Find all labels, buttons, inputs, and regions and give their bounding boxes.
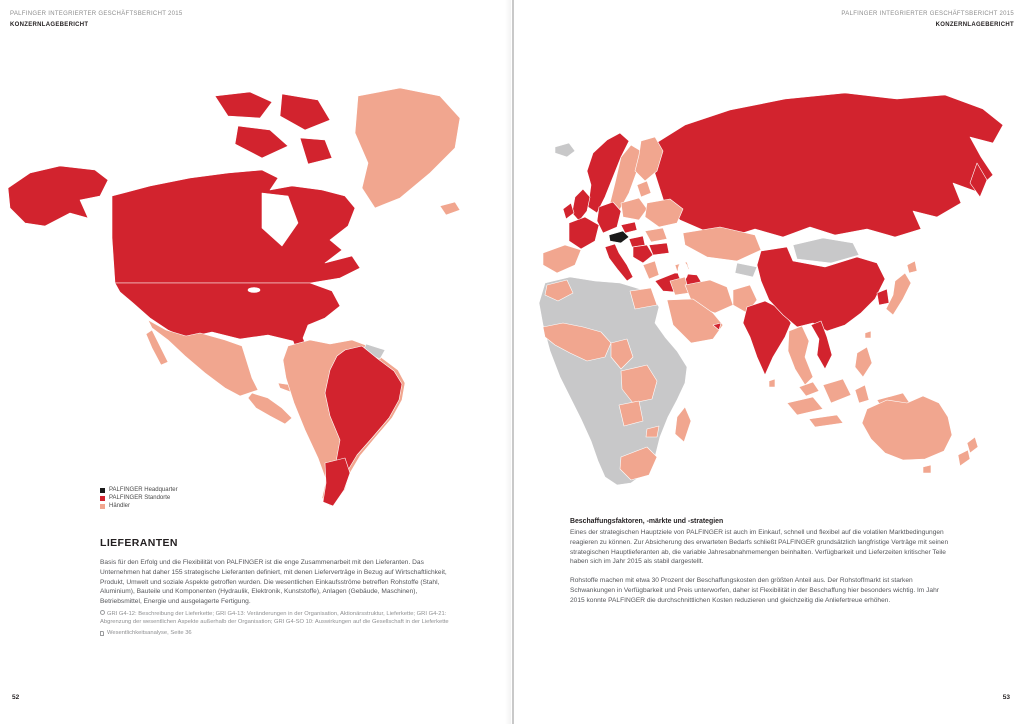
cross-reference-text: Wesentlichkeitsanalyse, Seite 36 [107, 630, 192, 637]
tasmania-region [922, 464, 932, 474]
central-asia-region [674, 226, 762, 281]
right-page-number: 53 [1002, 694, 1010, 701]
japan-region [885, 272, 912, 316]
scandinavia-region [586, 132, 664, 214]
iceland-region [554, 142, 576, 158]
chapter-title: KONZERNLAGEBERICHT [935, 22, 1014, 28]
australia-region [861, 395, 953, 461]
legend-label: PALFINGER Standorte [109, 495, 171, 501]
paragraph-2: Rohstoffe machen mit etwa 30 Prozent der… [570, 577, 939, 604]
western-europe-region [542, 180, 684, 282]
new-zealand-region [966, 436, 979, 454]
east-asia-region [876, 260, 918, 316]
uae-region [712, 322, 722, 331]
argentina-region [322, 457, 351, 507]
great-lakes [247, 287, 261, 293]
headquarter-swatch-icon [100, 487, 105, 493]
report-title: PALFINGER INTEGRIERTER GESCHÄFTSBERICHT … [841, 11, 1014, 17]
greenland-region [354, 87, 461, 216]
middle-east-region [666, 276, 758, 344]
page-divider [512, 0, 514, 724]
vietnam-region [810, 320, 833, 370]
standorte-swatch-icon [100, 495, 105, 501]
report-title: PALFINGER INTEGRIERTER GESCHÄFTSBERICHT … [10, 11, 183, 17]
hudson-bay [261, 192, 299, 247]
madagascar-region [674, 406, 692, 443]
page-gutter-shadow [505, 0, 511, 724]
subsection-title: Beschaffungsfaktoren, -märkte und -strat… [570, 518, 724, 525]
gri-note: GRI G4-12: Beschreibung der Lieferkette;… [100, 610, 460, 627]
british-isles-region [562, 188, 591, 222]
map-legend: PALFINGER Headquarter PALFINGER Standort… [100, 487, 178, 511]
usa-region [114, 282, 341, 360]
paragraph-1: Eines der strategischen Hauptziele von P… [570, 529, 949, 566]
legend-item-headquarter: PALFINGER Headquarter [100, 487, 178, 493]
alaska-region [7, 165, 109, 227]
gri-note-text: GRI G4-12: Beschreibung der Lieferkette;… [100, 610, 449, 626]
beschaffung-section: Beschaffungsfaktoren, -märkte und -strat… [570, 518, 950, 614]
canada-region [111, 91, 361, 284]
austria-headquarter-marker [608, 230, 630, 244]
section-body: Basis für den Erfolg und die Flexibilitä… [100, 559, 447, 605]
legend-item-haendler: Händler [100, 503, 178, 509]
left-page-header: PALFINGER INTEGRIERTER GESCHÄFTSBERICHT … [10, 11, 183, 28]
philippines-region [854, 346, 873, 378]
left-page-number: 52 [12, 694, 20, 701]
mongolia-region [792, 237, 860, 264]
oceania-region [861, 395, 979, 474]
right-page-header: PALFINGER INTEGRIERTER GESCHÄFTSBERICHT … [841, 11, 1014, 28]
chapter-title: KONZERNLAGEBERICHT [10, 22, 89, 28]
legend-item-standorte: PALFINGER Standorte [100, 495, 178, 501]
haendler-swatch-icon [100, 503, 105, 509]
cross-reference[interactable]: Wesentlichkeitsanalyse, Seite 36 [100, 630, 460, 636]
legend-label: Händler [109, 503, 131, 509]
lieferanten-section: LIEFERANTEN Basis für den Erfolg und die… [100, 537, 460, 636]
legend-label: PALFINGER Headquarter [109, 487, 178, 493]
china-region [756, 246, 886, 332]
emea-asia-map [538, 92, 1004, 486]
south-america-region [282, 339, 406, 507]
page-reference-icon [100, 630, 104, 636]
russia-region [650, 92, 1004, 238]
americas-map [7, 87, 461, 507]
africa-region [538, 276, 692, 486]
brazil-region [324, 345, 403, 471]
section-title: LIEFERANTEN [100, 537, 178, 549]
gri-icon [100, 610, 105, 616]
